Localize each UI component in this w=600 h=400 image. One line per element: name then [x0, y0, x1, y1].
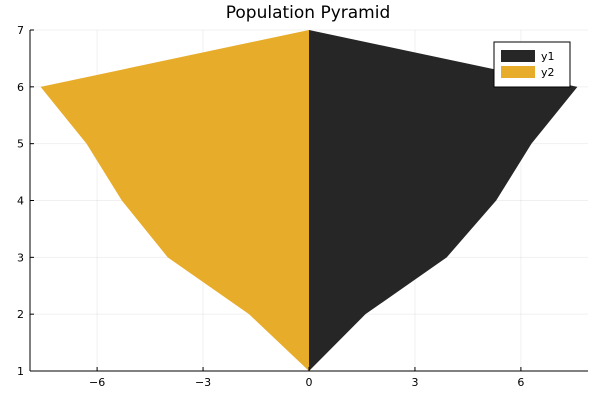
- legend-box: [493, 41, 571, 88]
- legend-label-y1: y1: [541, 50, 555, 63]
- y-tick-label: 7: [17, 24, 24, 37]
- x-tick-label: 0: [306, 376, 313, 389]
- legend-swatch-y1: [501, 50, 535, 62]
- series-layer: [40, 30, 578, 371]
- x-tick-label: 3: [411, 376, 418, 389]
- legend-label-y2: y2: [541, 66, 555, 79]
- series-area-y1: [309, 30, 578, 371]
- series-area-y2: [40, 30, 309, 371]
- y-tick-label: 4: [17, 195, 24, 208]
- legend-swatch-y2: [501, 66, 535, 78]
- x-tick-label: 6: [517, 376, 524, 389]
- y-tick-label: 2: [17, 308, 24, 321]
- y-tick-label: 5: [17, 138, 24, 151]
- y-tick-label: 1: [17, 365, 24, 378]
- chart-title: Population Pyramid: [226, 3, 391, 23]
- y-tick-label: 3: [17, 251, 24, 264]
- axes: −6 −3 0 3 6 1 2 3 4 5 6 7: [17, 24, 588, 389]
- x-tick-label: −6: [89, 376, 105, 389]
- y-tick-label: 6: [17, 81, 24, 94]
- x-tick-label: −3: [195, 376, 211, 389]
